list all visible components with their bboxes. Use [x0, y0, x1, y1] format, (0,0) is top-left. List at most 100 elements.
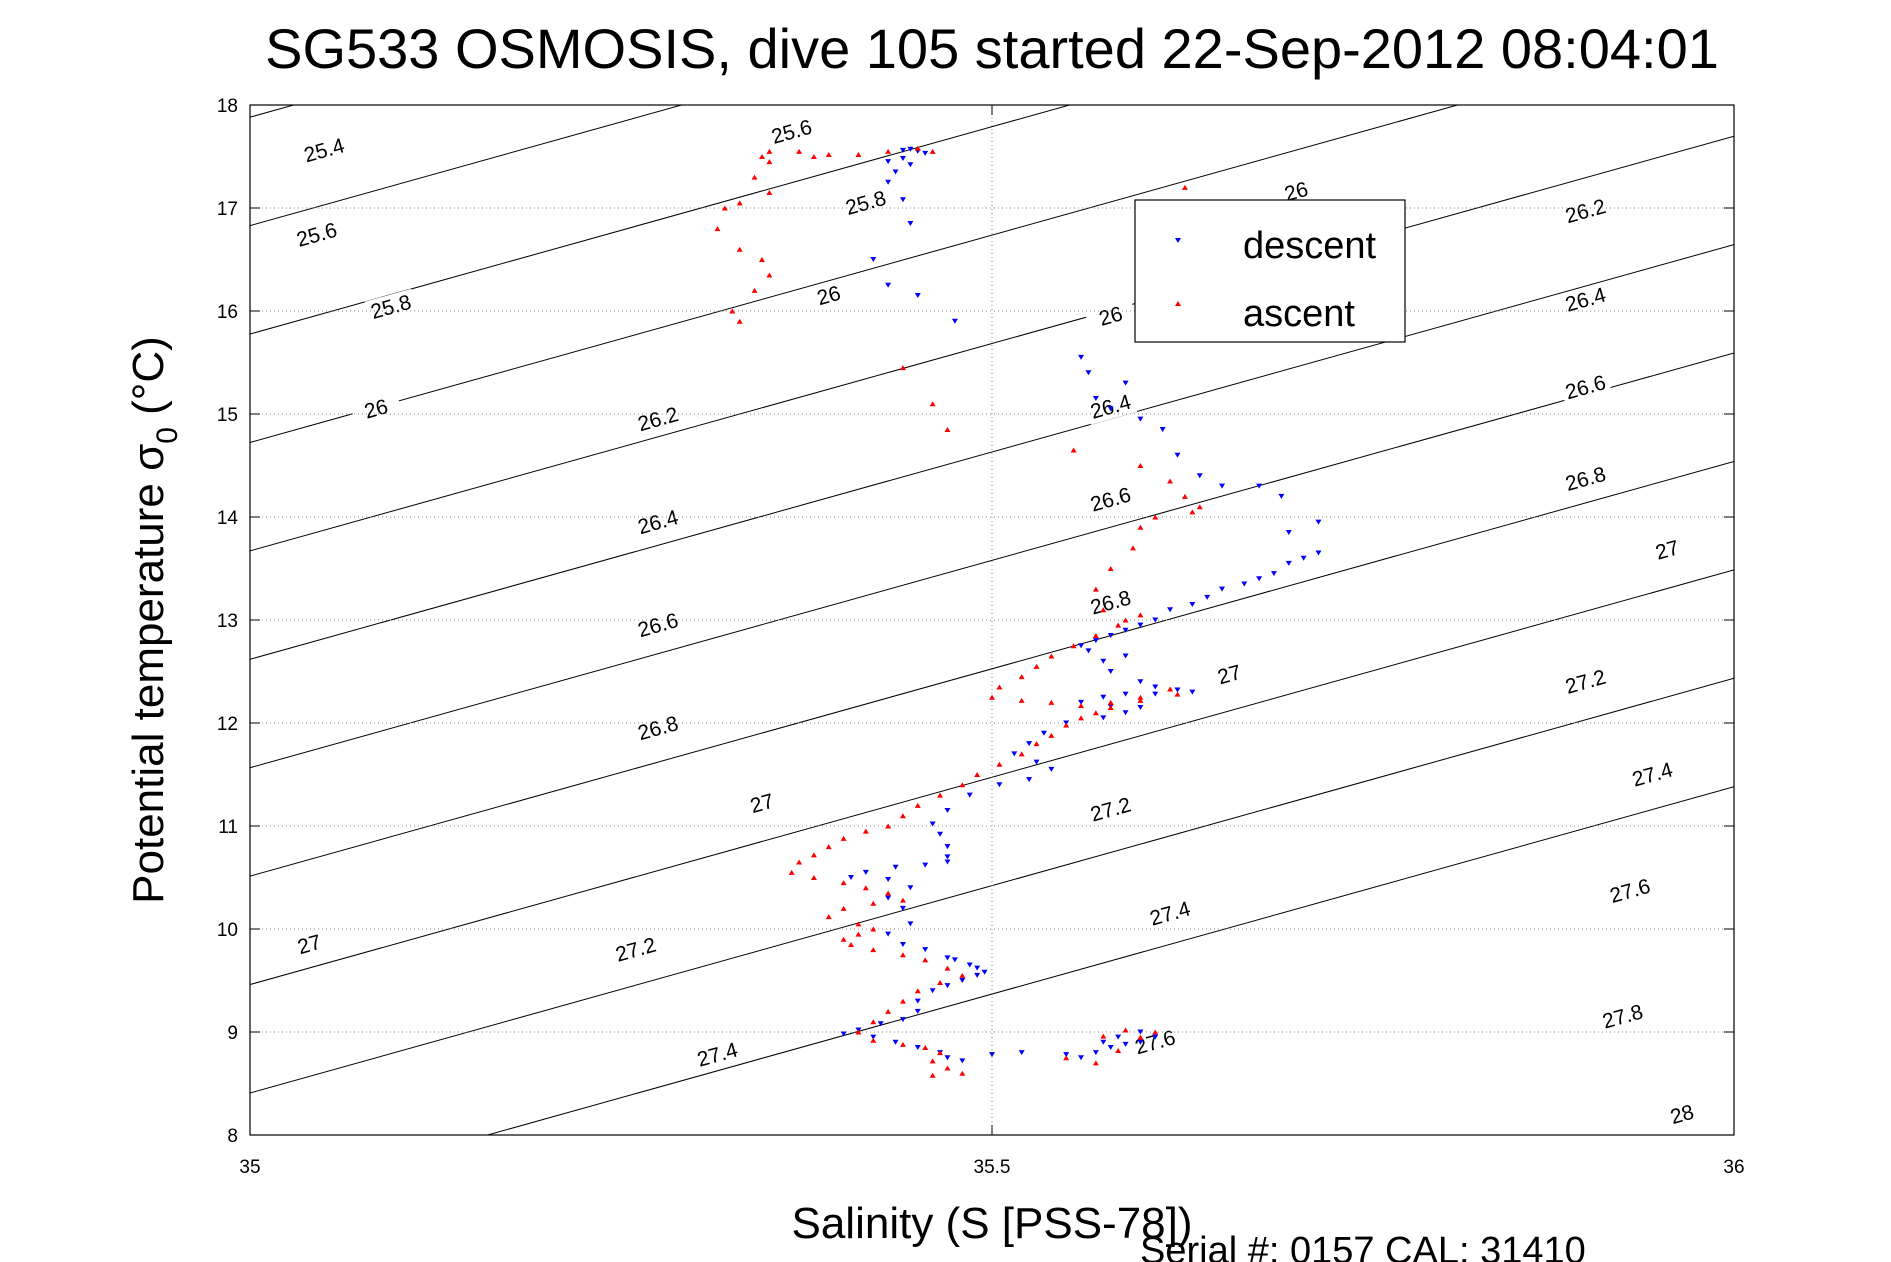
ascent-point	[1189, 509, 1196, 515]
contour-label-bg	[1143, 895, 1197, 932]
descent-point	[1285, 529, 1292, 535]
descent-point	[907, 146, 914, 152]
descent-point	[885, 931, 892, 937]
contour-label-bg	[631, 401, 685, 438]
ascent-point	[758, 257, 765, 262]
x-tick-label: 35.5	[974, 1157, 1011, 1178]
contour-label-bg	[1559, 281, 1612, 318]
y-axis-label-symbol: σ	[124, 444, 173, 471]
ascent-point	[825, 844, 832, 850]
descent-point	[1137, 1039, 1144, 1045]
descent-point	[1219, 586, 1226, 592]
ascent-point	[1100, 1033, 1107, 1039]
descent-point	[870, 257, 877, 262]
ascent-point	[937, 1050, 944, 1056]
descent-point	[1100, 715, 1107, 721]
descent-point	[1270, 571, 1277, 577]
contour-label-bg	[349, 390, 403, 427]
ascent-point	[937, 792, 944, 798]
ascent-point	[870, 1037, 877, 1043]
y-tick-label: 15	[217, 405, 238, 426]
isopycnal-26.6	[250, 105, 1460, 443]
descent-point	[996, 782, 1003, 788]
descent-point	[1189, 689, 1196, 695]
ascent-point	[899, 365, 906, 371]
descent-point	[929, 821, 936, 827]
y-tick-label: 9	[227, 1023, 238, 1044]
descent-point	[974, 965, 981, 971]
descent-point	[1100, 694, 1107, 700]
descent-point	[892, 1039, 899, 1045]
legend-descent-label: descent	[1243, 225, 1377, 267]
descent-point	[944, 808, 951, 814]
descent-point	[981, 969, 988, 975]
contour-label: 26.6	[1088, 483, 1134, 516]
ascent-point	[959, 972, 966, 978]
contour-label: 26.2	[635, 403, 681, 436]
ascent-point	[1107, 699, 1114, 705]
ascent-point	[840, 835, 847, 841]
y-tick-label: 8	[227, 1126, 238, 1147]
descent-point	[1204, 594, 1211, 600]
descent-point	[899, 1017, 906, 1023]
descent-point	[1107, 669, 1114, 674]
ascent-point	[855, 151, 862, 157]
descent-point	[1300, 555, 1307, 561]
contour-label: 26.6	[635, 609, 681, 642]
ascent-point	[736, 200, 743, 206]
ascent-point	[1122, 1027, 1129, 1033]
descent-point	[899, 905, 906, 911]
descent-point	[907, 885, 914, 891]
isopycnal-26.2	[250, 105, 684, 227]
isopycnal-26.4	[250, 105, 1072, 335]
legend-ascent-label: ascent	[1243, 293, 1355, 335]
contour-label-bg	[735, 785, 789, 822]
ascent-point	[840, 880, 847, 886]
ascent-point	[758, 154, 765, 159]
ascent-point	[1122, 617, 1129, 623]
ascent-point	[1107, 566, 1114, 571]
ascent-point	[1100, 607, 1107, 613]
ascent-point	[1152, 514, 1159, 520]
contour-label: 26.4	[635, 506, 681, 539]
contour-label-bg	[1603, 872, 1657, 909]
descent-point	[944, 983, 951, 989]
y-tick-label: 17	[217, 199, 238, 220]
ascent-series	[714, 145, 1211, 1078]
ascent-point	[885, 890, 892, 896]
ascent-point	[1137, 697, 1144, 703]
ascent-point	[922, 957, 929, 963]
descent-point	[1137, 622, 1144, 628]
ascent-point	[1078, 715, 1085, 721]
descent-point	[1137, 1029, 1144, 1035]
isopycnal-25.8	[250, 0, 1734, 9]
x-tick-label: 36	[1723, 1157, 1744, 1178]
descent-point	[1078, 1055, 1085, 1061]
descent-point	[914, 998, 921, 1004]
ascent-point	[766, 148, 773, 154]
isopycnal-27.4	[250, 460, 1734, 877]
contour-label-bg	[1640, 531, 1694, 568]
descent-point	[966, 962, 973, 968]
descent-point	[1152, 684, 1159, 690]
ascent-point	[1167, 478, 1174, 484]
descent-point	[1063, 1052, 1070, 1058]
contour-label: 26.8	[635, 712, 681, 745]
descent-point	[1189, 602, 1196, 608]
descent-point	[1092, 396, 1099, 402]
ascent-point	[1107, 705, 1114, 711]
ascent-point	[959, 782, 966, 788]
ascent-point	[1033, 741, 1040, 747]
y-axis-label-subscript: 0	[151, 427, 184, 444]
contour-label-bg	[609, 931, 663, 968]
serial-cal-label: Serial #: 0157 CAL: 31410	[1140, 1230, 1586, 1262]
ascent-point	[885, 823, 892, 829]
descent-point	[914, 293, 921, 299]
ascent-point	[840, 905, 847, 911]
ascent-point	[870, 1019, 877, 1025]
grid-lines	[249, 104, 1735, 1136]
ascent-point	[974, 772, 981, 777]
ascent-point	[1078, 702, 1085, 708]
ascent-point	[736, 318, 743, 324]
